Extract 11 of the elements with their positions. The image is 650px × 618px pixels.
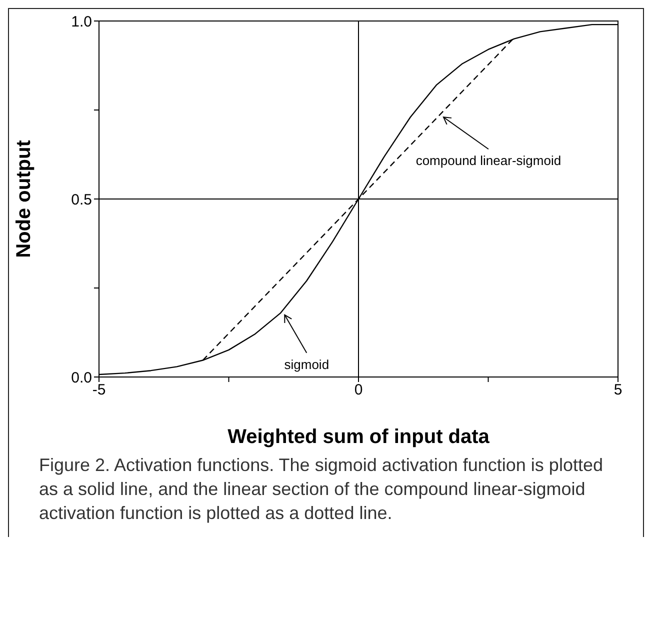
series-name: compound linear-sigmoid <box>416 153 562 168</box>
caption: Figure 2. Activation functions. The sigmoid activation function is plotted as a solid line, and the linear section of the compound linear-sigmoid activation function is plotted as a dotted line. <box>38 454 604 525</box>
y-tick-label: 1.0 <box>71 13 92 30</box>
x-tick-label: -5 <box>92 382 106 399</box>
x-tick-label: 5 <box>614 382 622 399</box>
y-tick-label: 0.5 <box>71 191 92 208</box>
series-name: sigmoid <box>284 356 330 372</box>
y-axis-title: Node output <box>13 140 36 258</box>
x-tick-label: 0 <box>354 382 363 399</box>
y-tick-label: 0.0 <box>71 369 92 386</box>
x-axis-title: Weighted sum of input data <box>228 426 490 448</box>
